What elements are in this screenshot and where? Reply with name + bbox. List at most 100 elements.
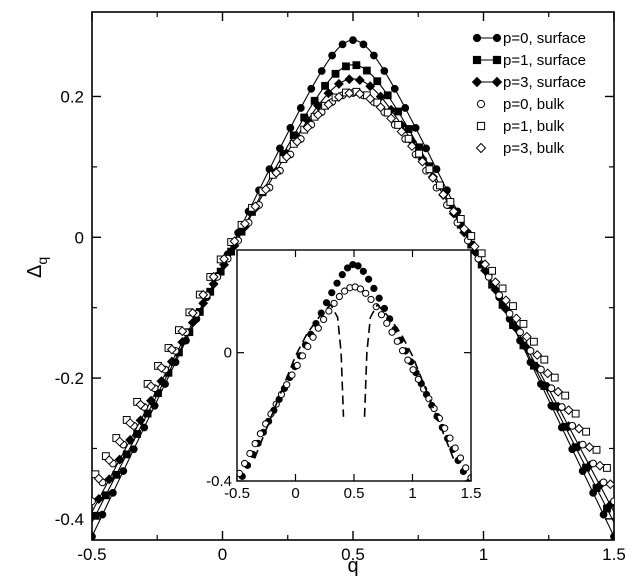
data-point	[323, 88, 334, 99]
inset-data-point	[354, 262, 362, 270]
data-point	[509, 302, 517, 310]
inset-x-tick-label: -0.5	[224, 485, 250, 502]
inset-data-point	[237, 469, 243, 477]
y-axis-label: Δq	[24, 257, 50, 278]
inset-data-point	[328, 289, 336, 297]
inset-x-tick-label: 1	[408, 485, 416, 502]
x-tick-label: 1.5	[602, 545, 626, 564]
data-point	[373, 77, 382, 86]
data-point	[563, 405, 574, 416]
x-tick-label: 0.5	[341, 545, 365, 564]
legend-marker	[492, 33, 502, 43]
data-point	[286, 124, 295, 132]
y-tick-label: -0.4	[55, 510, 84, 529]
data-point	[561, 391, 570, 400]
inset-data-point	[446, 434, 454, 442]
inset-data-point	[343, 264, 352, 272]
legend-marker	[476, 99, 486, 109]
data-point	[333, 91, 344, 102]
data-point	[296, 104, 305, 112]
data-point	[547, 384, 556, 393]
legend-entry: p=1, surface	[472, 52, 586, 69]
data-point	[526, 346, 535, 355]
inset-tick-labels: -0.5 0 0.5 1 1.5 -0.4 0	[206, 345, 481, 502]
y-tick-label: -0.2	[55, 369, 84, 388]
data-point	[511, 313, 522, 324]
legend-entry: p=3, bulk	[475, 140, 565, 157]
data-point	[187, 317, 198, 328]
data-point	[129, 445, 138, 454]
data-point	[383, 108, 392, 117]
inset-data-point	[314, 324, 322, 332]
inset-data-point	[330, 299, 338, 307]
data-point	[92, 511, 100, 520]
data-point	[208, 271, 219, 282]
data-point	[603, 464, 611, 472]
legend-entry: p=3, surface	[471, 74, 586, 91]
legend-entry: p=1, bulk	[476, 118, 565, 135]
data-point	[93, 473, 104, 484]
data-point	[396, 126, 407, 137]
data-point	[354, 75, 365, 86]
data-point	[250, 201, 261, 212]
data-point	[553, 386, 564, 397]
inset-data-point	[309, 333, 317, 341]
data-point	[568, 421, 577, 430]
data-point	[610, 497, 614, 506]
data-point	[317, 67, 326, 75]
data-point	[415, 149, 423, 158]
inset-data-point	[246, 449, 254, 458]
inset-data-point	[451, 444, 459, 452]
data-point	[344, 88, 355, 99]
inset-data-point	[288, 371, 296, 379]
legend-label: p=3, surface	[503, 74, 586, 91]
data-point	[122, 450, 131, 459]
legend-marker	[471, 76, 483, 88]
data-point	[417, 156, 428, 167]
data-point	[93, 494, 104, 504]
data-point	[425, 165, 434, 174]
x-tick-label: 1	[479, 545, 488, 564]
inset-data-point	[256, 430, 264, 438]
inset-data-point	[365, 275, 373, 283]
x-tick-label: -0.5	[77, 545, 106, 564]
inset-x-tick-label: 0.5	[344, 485, 365, 502]
data-point	[156, 362, 167, 373]
data-point	[532, 350, 543, 360]
main-axis-ticks	[91, 12, 615, 540]
inset-data-point	[283, 381, 291, 389]
inset-data-point	[319, 315, 328, 324]
data-point	[156, 376, 167, 387]
inset-series-2	[253, 303, 455, 459]
data-point	[610, 532, 614, 540]
data-point	[589, 459, 598, 468]
legend-label: p=3, bulk	[503, 140, 565, 157]
legend-label: p=1, surface	[503, 52, 586, 69]
data-point	[292, 136, 303, 147]
data-point	[342, 62, 350, 71]
data-point	[390, 84, 399, 93]
data-point	[427, 172, 438, 183]
data-point	[480, 259, 491, 270]
legend-marker	[492, 55, 502, 65]
inset-data-point	[456, 454, 465, 462]
data-point	[331, 69, 340, 78]
data-point	[542, 368, 553, 379]
legend-entry: p=0, surface	[472, 30, 586, 47]
inset-data-point	[293, 361, 301, 370]
data-point	[605, 479, 614, 490]
data-point	[114, 436, 125, 447]
data-point	[432, 165, 441, 174]
data-point	[500, 295, 511, 306]
inset-data-point	[325, 307, 333, 315]
data-point	[119, 467, 128, 475]
data-point	[166, 344, 177, 355]
data-point	[383, 91, 392, 100]
data-point	[550, 373, 559, 382]
legend-entry: p=0, bulk	[476, 96, 565, 113]
data-point	[365, 93, 376, 104]
data-point	[582, 427, 590, 436]
data-point	[359, 40, 368, 49]
data-point	[135, 415, 146, 426]
data-point	[557, 403, 566, 411]
